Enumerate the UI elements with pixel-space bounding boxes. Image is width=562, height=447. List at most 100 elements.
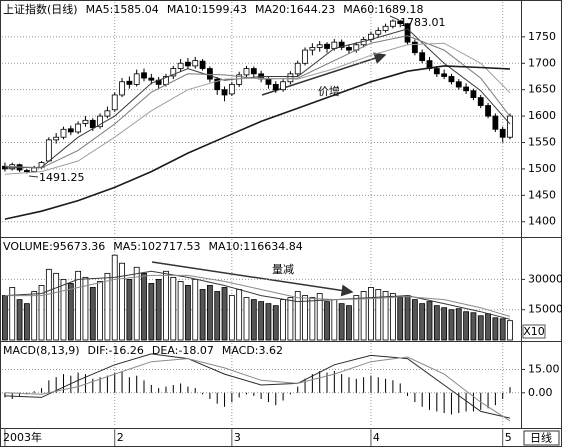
- candle-body: [302, 49, 308, 64]
- ma-line: [4, 65, 511, 220]
- volume-bar: [485, 313, 491, 341]
- candle-body: [60, 128, 67, 138]
- y-tick-label: 1450: [528, 188, 556, 201]
- volume-bar: [309, 297, 316, 341]
- volume-bar: [353, 295, 360, 341]
- unit-box: [522, 324, 546, 339]
- volume-bar: [404, 295, 411, 341]
- volume-bar: [228, 295, 235, 341]
- volume-bar: [389, 293, 396, 341]
- volume-bar: [382, 291, 389, 341]
- volume-bar: [67, 283, 74, 341]
- candle-body: [280, 81, 286, 91]
- y-tick-label: 1600: [528, 109, 556, 122]
- candle-body: [448, 76, 455, 83]
- volume-bar: [199, 289, 206, 341]
- volume-bar: [331, 299, 338, 341]
- legend-entry: MA20:1644.23: [255, 3, 335, 16]
- candle-body: [316, 44, 323, 48]
- candle-body: [31, 167, 38, 172]
- candle-body: [45, 139, 52, 162]
- volume-bar: [243, 297, 250, 341]
- volume-bar: [31, 291, 38, 341]
- volume-bar: [250, 299, 257, 341]
- volume-bar: [324, 301, 330, 341]
- volume-bar: [82, 276, 89, 341]
- ma-line: [4, 42, 511, 175]
- candle-body: [199, 60, 206, 69]
- volume-bar: [360, 291, 367, 341]
- y-tick-label: 0.00: [528, 386, 553, 399]
- volume-bar: [294, 291, 301, 341]
- volume-bar: [470, 312, 477, 341]
- volume-bar: [368, 287, 374, 341]
- candle-body: [411, 41, 418, 54]
- candle-body: [75, 123, 82, 133]
- annotation: 1491.25: [39, 171, 85, 184]
- candle-body: [375, 30, 382, 35]
- volume-bar: [185, 285, 191, 341]
- legend-entry: MA5:102717.53: [113, 240, 200, 253]
- volume-bar: [426, 301, 433, 341]
- candle-body: [324, 43, 330, 49]
- volume-bar: [258, 301, 265, 341]
- ma-line: [4, 274, 511, 317]
- candle-body: [119, 81, 125, 96]
- volume-bar: [104, 272, 111, 341]
- volume-bar: [75, 270, 82, 341]
- annotation-arrow: [389, 15, 400, 21]
- legend-entry: MA60:1689.18: [343, 3, 423, 16]
- candle-body: [170, 68, 177, 77]
- annotation: 量减: [272, 263, 294, 276]
- volume-bar: [287, 297, 294, 341]
- candle-body: [309, 47, 316, 51]
- unit-label: X10: [523, 325, 545, 338]
- candle-body: [294, 62, 301, 75]
- candle-body: [477, 97, 484, 106]
- candle-body: [397, 20, 404, 25]
- candle-body: [133, 73, 140, 85]
- candle-body: [141, 72, 147, 79]
- candle-body: [126, 80, 133, 85]
- legend-entry: MA5:1585.04: [86, 3, 159, 16]
- y-tick-label: 15.00: [528, 362, 560, 375]
- volume-bar: [316, 293, 323, 341]
- volume-bar: [89, 287, 96, 341]
- x-tick-label: 3: [234, 431, 241, 444]
- ma-line: [4, 35, 511, 169]
- volume-bar: [419, 303, 426, 341]
- ma-line: [4, 356, 511, 422]
- volume-bar: [170, 276, 177, 341]
- volume-bar: [375, 289, 382, 341]
- volume-bar: [346, 305, 352, 341]
- candle-body: [23, 170, 30, 172]
- volume-bar: [338, 303, 345, 341]
- ma-line: [4, 270, 511, 320]
- candle-body: [346, 47, 352, 51]
- candle-body: [382, 25, 389, 31]
- volume-bar: [492, 317, 499, 341]
- annotation: 价增: [318, 84, 340, 98]
- volume-bar: [23, 303, 30, 341]
- y-tick-label: 1500: [528, 162, 556, 175]
- legend-entry: MA10:116634.84: [208, 240, 302, 253]
- volume-bar: [53, 272, 60, 341]
- volume-bar: [119, 262, 125, 341]
- period-box: [523, 430, 560, 446]
- candle-body: [338, 41, 345, 48]
- ma-line: [4, 353, 511, 419]
- candle-body: [507, 115, 513, 138]
- candle-body: [148, 77, 155, 81]
- candle-body: [331, 41, 338, 49]
- candle-body: [214, 78, 221, 91]
- x-tick-label: 2: [117, 431, 124, 444]
- period-label: 日线: [530, 431, 552, 445]
- candle-body: [433, 68, 440, 75]
- candle-body: [206, 68, 213, 80]
- y-tick-label: 1650: [528, 83, 556, 96]
- annotation-arrow: [28, 175, 39, 178]
- legend-entry: DEA:-18.07: [152, 344, 214, 357]
- ma-line: [4, 28, 511, 169]
- volume-bar: [272, 305, 279, 341]
